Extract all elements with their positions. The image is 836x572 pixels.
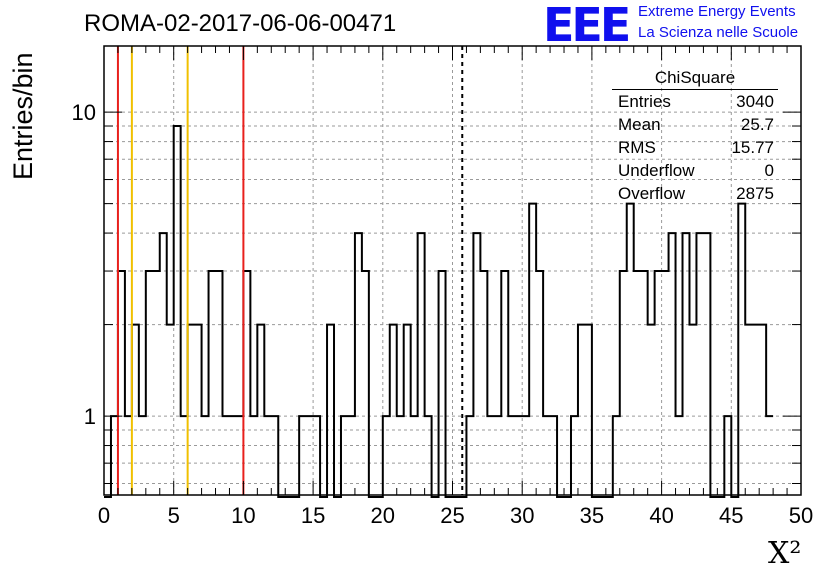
x-tick-label: 25 xyxy=(440,503,464,528)
x-tick-label: 45 xyxy=(719,503,743,528)
logo-caption-line2: La Scienza nelle Scuole xyxy=(638,24,799,41)
stat-label: Entries xyxy=(618,92,671,111)
stats-title: ChiSquare xyxy=(612,66,778,90)
x-tick-label: 5 xyxy=(168,503,180,528)
stat-row-overflow: Overflow 2875 xyxy=(612,182,778,205)
y-axis-label: Entries/bin xyxy=(8,52,38,180)
stat-row-underflow: Underflow 0 xyxy=(612,159,778,182)
x-tick-label: 0 xyxy=(98,503,110,528)
y-tick-label: 10 xyxy=(72,100,96,125)
x-tick-label: 40 xyxy=(649,503,673,528)
stat-value: 2875 xyxy=(736,184,774,203)
stat-label: Underflow xyxy=(618,161,695,180)
stat-value: 3040 xyxy=(736,92,774,111)
x-tick-label: 35 xyxy=(580,503,604,528)
x-tick-label: 10 xyxy=(231,503,255,528)
stat-value: 25.7 xyxy=(740,115,774,134)
x-tick-label: 50 xyxy=(789,503,813,528)
chart-title: ROMA-02-2017-06-06-00471 xyxy=(84,10,397,37)
y-tick-label: 1 xyxy=(84,404,96,429)
x-tick-label: 30 xyxy=(510,503,534,528)
stat-label: RMS xyxy=(618,138,656,157)
x-axis-label: X² xyxy=(768,536,802,571)
stat-row-entries: Entries 3040 xyxy=(612,90,778,113)
stat-row-rms: RMS 15.77 xyxy=(612,136,778,159)
stat-label: Mean xyxy=(618,115,661,134)
stat-label: Overflow xyxy=(618,184,686,203)
histogram-line xyxy=(104,125,774,498)
x-tick-label: 20 xyxy=(371,503,395,528)
stats-box: ChiSquare Entries 3040 Mean 25.7 RMS 15.… xyxy=(612,66,778,205)
eee-logo: EEE xyxy=(543,0,631,52)
logo-caption-line1: Extreme Energy Events xyxy=(638,3,796,20)
stat-value: 15.77 xyxy=(731,138,774,157)
x-tick-label: 15 xyxy=(301,503,325,528)
stat-row-mean: Mean 25.7 xyxy=(612,113,778,136)
stat-value: 0 xyxy=(764,161,774,180)
